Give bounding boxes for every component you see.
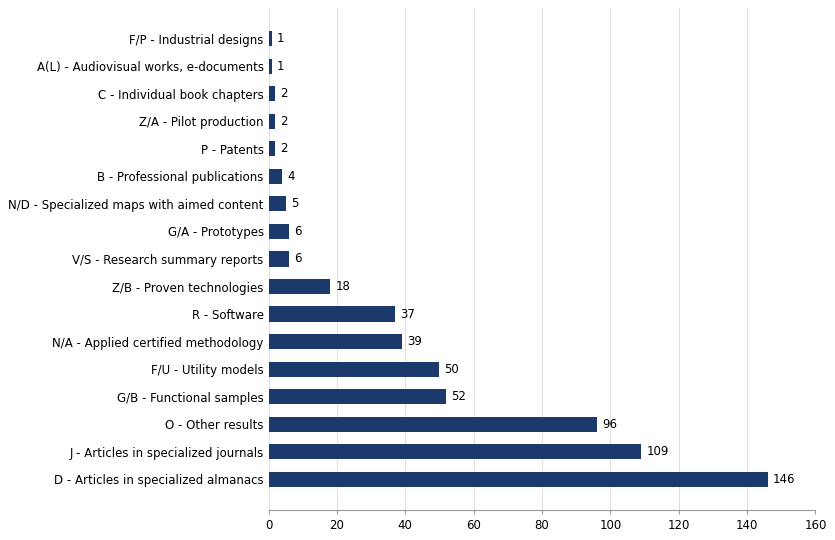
Bar [269,334,402,349]
Text: 18: 18 [335,280,350,293]
Text: 2: 2 [281,143,288,156]
Text: 146: 146 [772,473,795,486]
Text: 1: 1 [277,32,285,45]
Text: 4: 4 [287,170,295,183]
Text: 2: 2 [281,115,288,128]
Text: 39: 39 [407,335,422,348]
Bar [269,307,395,322]
Bar [269,59,272,74]
Text: 6: 6 [294,225,301,238]
Bar [269,279,330,294]
Text: 50: 50 [444,363,459,376]
Text: 37: 37 [400,308,415,321]
Text: 2: 2 [281,87,288,100]
Bar [269,86,276,102]
Bar [269,114,276,129]
Bar [269,31,272,46]
Bar [269,224,289,239]
Bar [269,141,276,157]
Bar [269,472,767,487]
Text: 5: 5 [291,198,298,211]
Bar [269,389,447,404]
Bar [269,197,286,212]
Bar [269,252,289,267]
Bar [269,362,439,377]
Text: 1: 1 [277,60,285,73]
Text: 6: 6 [294,253,301,266]
Bar [269,444,641,460]
Text: 96: 96 [602,418,617,431]
Text: 52: 52 [452,390,466,403]
Bar [269,169,282,184]
Bar [269,417,597,432]
Text: 109: 109 [646,446,669,458]
